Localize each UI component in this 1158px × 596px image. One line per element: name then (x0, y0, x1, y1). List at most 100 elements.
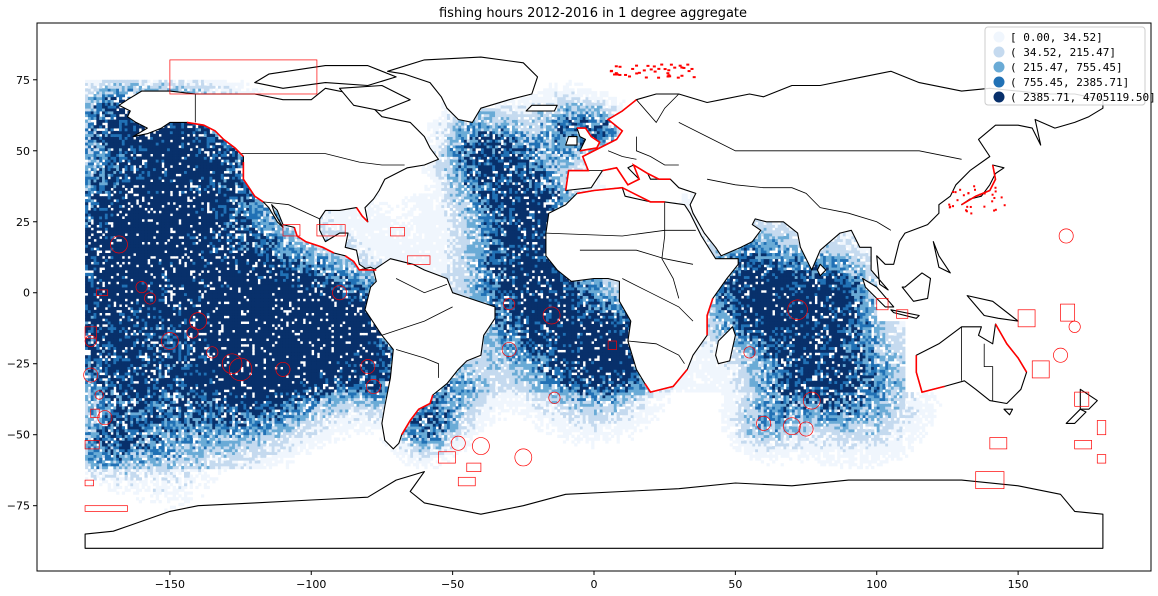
effort-cell (93, 295, 97, 299)
effort-cell (175, 85, 179, 89)
effort-cell (141, 315, 145, 319)
effort-cell (104, 315, 109, 319)
effort-cell (161, 446, 165, 450)
effort-cell (155, 278, 159, 282)
effort-cell (110, 173, 114, 177)
effort-cell (198, 170, 202, 174)
effort-cell (116, 485, 120, 490)
effort-cell (155, 380, 159, 385)
effort-cell (192, 460, 196, 464)
effort-cell (172, 321, 176, 325)
effort-cell (118, 193, 123, 197)
effort-cell (121, 93, 126, 98)
effort-cell (135, 139, 140, 143)
effort-cell (155, 400, 159, 404)
effort-cell (87, 437, 92, 441)
effort-cell (99, 358, 103, 362)
effort-cell (147, 270, 151, 274)
effort-cell (189, 218, 193, 223)
effort-cell (121, 244, 126, 248)
effort-cell (169, 216, 174, 220)
effort-cell (175, 380, 179, 385)
effort-cell (178, 309, 182, 314)
effort-cell (138, 136, 143, 140)
effort-cell (96, 247, 100, 251)
effort-cell (102, 204, 106, 208)
effort-cell (184, 147, 188, 152)
effort-cell (107, 267, 111, 271)
effort-cell (110, 463, 114, 467)
effort-cell (186, 284, 191, 288)
effort-cell (172, 426, 176, 430)
effort-cell (121, 411, 126, 416)
effort-cell (118, 142, 123, 146)
effort-cell (99, 460, 103, 464)
effort-cell (147, 446, 151, 450)
effort-cell (90, 289, 94, 294)
effort-cell (147, 409, 151, 413)
effort-cell (161, 233, 165, 237)
effort-cell (85, 369, 89, 373)
effort-cell (85, 93, 89, 98)
effort-cell (200, 176, 205, 180)
effort-cell (141, 343, 145, 348)
effort-cell (152, 386, 157, 390)
effort-cell (116, 113, 120, 118)
effort-cell (104, 372, 109, 376)
effort-cell (178, 409, 182, 413)
effort-cell (164, 153, 168, 157)
effort-cell (85, 122, 89, 126)
effort-cell (144, 167, 148, 172)
effort-cell (124, 443, 128, 447)
effort-cell (90, 281, 94, 285)
effort-cell (99, 122, 103, 126)
effort-cell (121, 406, 126, 410)
effort-cell (107, 363, 111, 367)
effort-cell (118, 252, 123, 257)
effort-cell (178, 326, 182, 331)
effort-cell (184, 204, 188, 208)
effort-cell (118, 465, 123, 470)
effort-cell (138, 284, 143, 288)
effort-cell (102, 397, 106, 402)
effort-cell (133, 375, 137, 379)
effort-cell (175, 199, 179, 203)
effort-cell (186, 82, 191, 86)
effort-cell (118, 346, 123, 350)
effort-cell (181, 264, 185, 268)
effort-cell (110, 335, 114, 339)
effort-cell (181, 190, 185, 194)
effort-cell (138, 295, 143, 299)
effort-cell (135, 315, 140, 319)
effort-cell (169, 411, 174, 416)
effort-cell (130, 133, 134, 137)
effort-cell (138, 446, 143, 450)
effort-cell (102, 451, 106, 455)
effort-cell (85, 218, 89, 223)
effort-cell (141, 295, 145, 299)
effort-cell (164, 88, 168, 92)
effort-cell (186, 281, 191, 285)
effort-cell (152, 346, 157, 350)
effort-cell (133, 292, 137, 296)
effort-cell (87, 298, 92, 302)
effort-cell (198, 431, 202, 436)
effort-cell (107, 352, 111, 356)
effort-cell (195, 289, 199, 294)
effort-cell (121, 99, 126, 103)
effort-cell (127, 264, 131, 268)
effort-cell (150, 326, 154, 331)
effort-cell (121, 147, 126, 152)
effort-cell (133, 485, 137, 490)
effort-cell (130, 454, 134, 458)
effort-cell (189, 443, 193, 447)
effort-cell (130, 210, 134, 214)
effort-cell (155, 301, 159, 305)
effort-cell (130, 272, 134, 277)
effort-cell (164, 306, 168, 311)
effort-cell (198, 224, 202, 228)
effort-cell (192, 145, 196, 149)
effort-cell (135, 82, 140, 86)
effort-cell (181, 389, 185, 393)
effort-cell (85, 216, 89, 220)
